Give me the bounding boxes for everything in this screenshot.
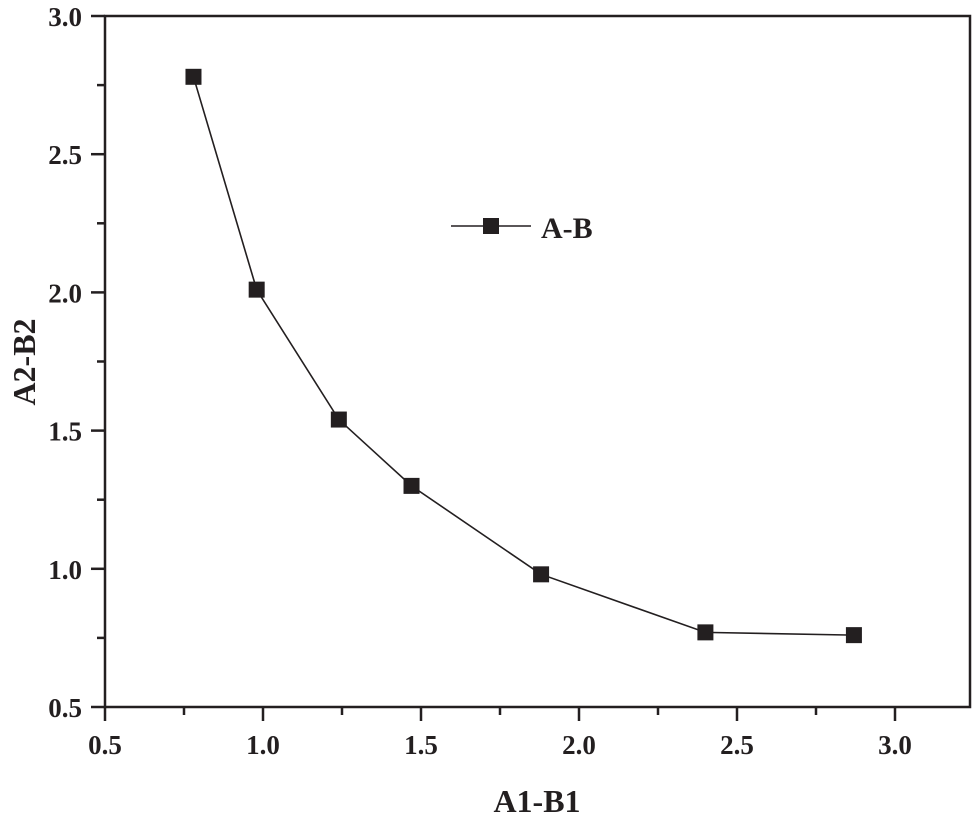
y-axis-ticks: 0.5 1.0 1.5 2.0 2.5 3.0 — [48, 2, 105, 723]
y-tick-label: 1.0 — [48, 555, 82, 585]
x-tick-label: 1.5 — [404, 730, 438, 760]
y-tick-label: 3.0 — [48, 2, 82, 32]
y-tick-label: 1.5 — [48, 417, 82, 447]
plot-border — [103, 14, 972, 709]
square-marker — [403, 477, 420, 494]
legend: A-B — [451, 212, 593, 245]
square-marker — [330, 411, 347, 428]
y-tick-label: 2.0 — [48, 278, 82, 308]
y-tick-label: 2.5 — [48, 140, 82, 170]
x-tick-label: 2.0 — [562, 730, 596, 760]
square-marker — [533, 566, 550, 583]
plot-frame — [103, 14, 972, 709]
y-tick-label: 0.5 — [48, 693, 82, 723]
data-series — [185, 68, 862, 644]
x-axis-title: A1-B1 — [493, 783, 580, 819]
series-line — [192, 76, 854, 636]
x-axis-ticks: 0.5 1.0 1.5 2.0 2.5 3.0 — [88, 707, 912, 760]
x-tick-label: 2.5 — [720, 730, 754, 760]
square-marker — [697, 624, 714, 641]
x-tick-label: 1.0 — [246, 730, 280, 760]
x-tick-label: 0.5 — [88, 730, 122, 760]
legend-label: A-B — [541, 212, 593, 245]
square-marker — [248, 281, 265, 298]
legend-square-marker — [483, 218, 499, 234]
x-tick-label: 3.0 — [878, 730, 912, 760]
y-axis-title: A2-B2 — [6, 318, 42, 405]
square-marker — [185, 68, 202, 85]
square-marker — [845, 627, 862, 644]
